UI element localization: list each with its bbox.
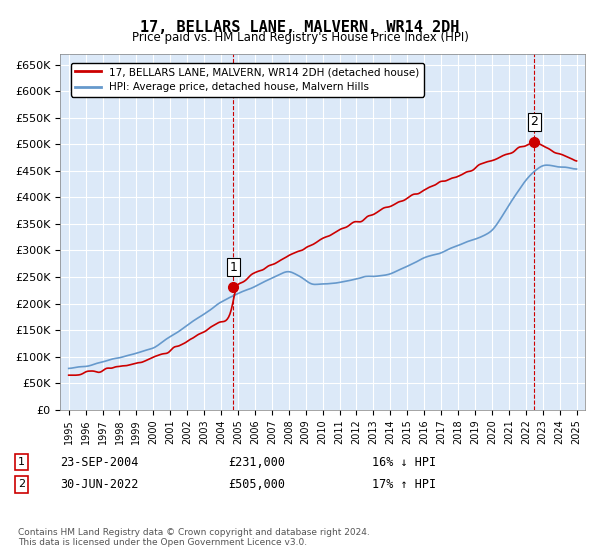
Text: 2: 2 bbox=[18, 479, 25, 489]
Text: 17% ↑ HPI: 17% ↑ HPI bbox=[372, 478, 436, 491]
Text: Contains HM Land Registry data © Crown copyright and database right 2024.
This d: Contains HM Land Registry data © Crown c… bbox=[18, 528, 370, 547]
Text: 2: 2 bbox=[530, 115, 538, 128]
Text: Price paid vs. HM Land Registry's House Price Index (HPI): Price paid vs. HM Land Registry's House … bbox=[131, 31, 469, 44]
Text: 1: 1 bbox=[229, 261, 238, 274]
Text: 1: 1 bbox=[18, 457, 25, 467]
Text: £231,000: £231,000 bbox=[228, 455, 285, 469]
Legend: 17, BELLARS LANE, MALVERN, WR14 2DH (detached house), HPI: Average price, detach: 17, BELLARS LANE, MALVERN, WR14 2DH (det… bbox=[71, 63, 424, 96]
Text: 16% ↓ HPI: 16% ↓ HPI bbox=[372, 455, 436, 469]
Text: 23-SEP-2004: 23-SEP-2004 bbox=[60, 455, 139, 469]
Text: £505,000: £505,000 bbox=[228, 478, 285, 491]
Text: 30-JUN-2022: 30-JUN-2022 bbox=[60, 478, 139, 491]
Text: 17, BELLARS LANE, MALVERN, WR14 2DH: 17, BELLARS LANE, MALVERN, WR14 2DH bbox=[140, 20, 460, 35]
